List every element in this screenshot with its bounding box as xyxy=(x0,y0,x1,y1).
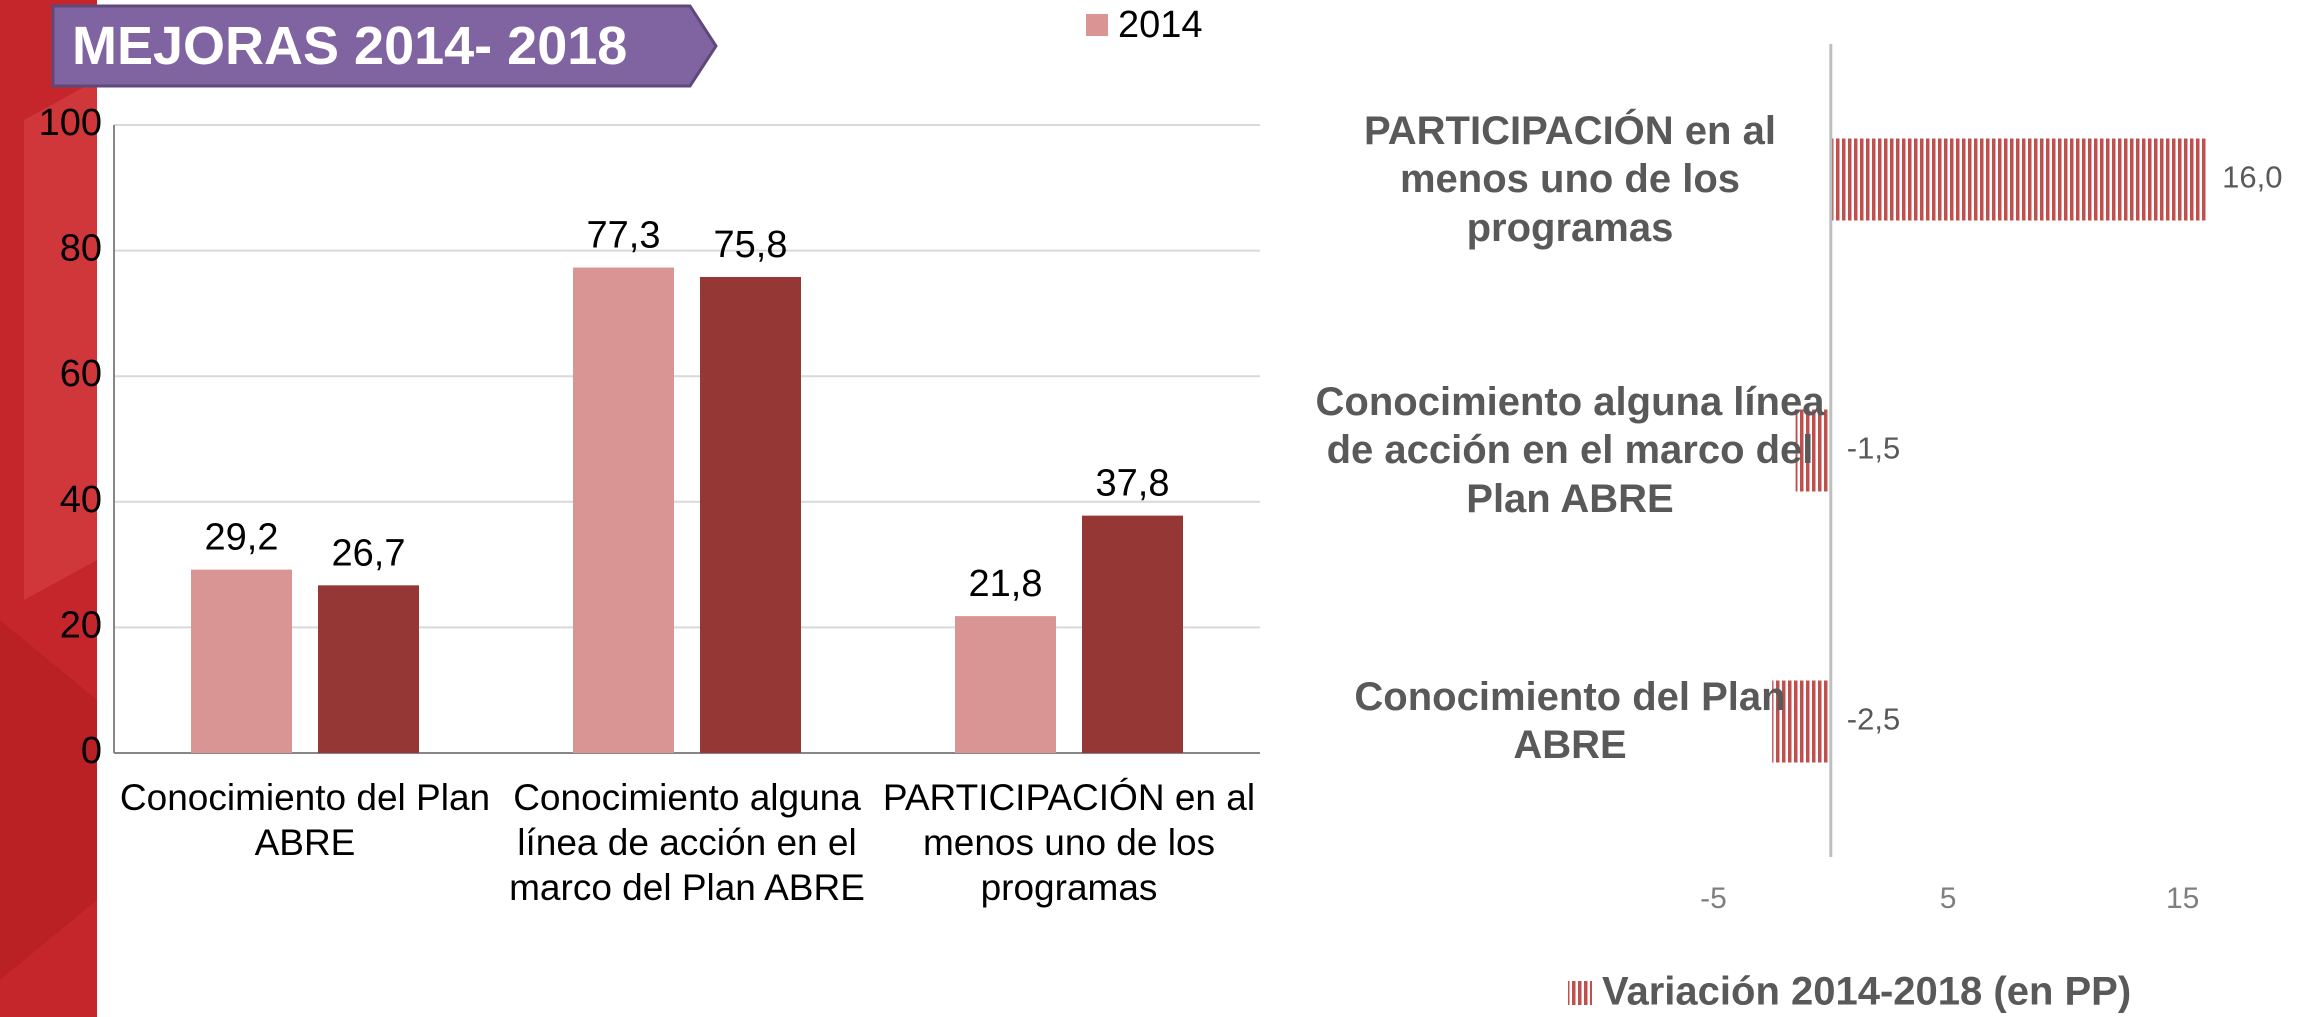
x-tick-label: Conocimiento del Plan ABRE xyxy=(119,777,491,864)
y-tick-label: 80 xyxy=(60,228,102,270)
strip-deco xyxy=(0,620,97,980)
y-tick-label: 100 xyxy=(39,102,102,144)
bar xyxy=(318,585,419,753)
y-tick-label: Conocimiento del Plan ABRE xyxy=(1354,674,1786,768)
value-label: 77,3 xyxy=(587,215,661,257)
value-label: 21,8 xyxy=(969,563,1043,605)
value-label: 26,7 xyxy=(332,532,406,574)
value-label: 75,8 xyxy=(714,224,788,266)
legend-swatch xyxy=(1086,14,1108,36)
bar xyxy=(1795,409,1831,492)
title-banner xyxy=(51,4,718,88)
bar xyxy=(1830,138,2207,221)
y-tick-label: 0 xyxy=(81,730,102,772)
value-label: -1,5 xyxy=(1847,431,1900,466)
y-tick-label: PARTICIPACIÓN en al menos uno de los pro… xyxy=(1364,108,1776,250)
value-label: 37,8 xyxy=(1096,463,1170,505)
value-label: 16,0 xyxy=(2222,160,2282,195)
y-tick-label: 60 xyxy=(60,353,102,395)
value-label: -2,5 xyxy=(1847,702,1900,737)
x-tick-label: PARTICIPACIÓN en al menos uno de los pro… xyxy=(882,777,1256,909)
legend-label: Variación 2014-2018 (en PP) xyxy=(1602,970,2131,1014)
x-tick-label: 5 xyxy=(1940,882,1957,915)
bar xyxy=(955,616,1056,753)
x-tick-label: 15 xyxy=(2166,882,2199,915)
y-tick-label: 40 xyxy=(60,479,102,521)
legend-swatch xyxy=(1568,981,1592,1005)
bar xyxy=(191,569,292,753)
y-tick-label: 20 xyxy=(60,604,102,646)
y-tick-label: Conocimiento alguna línea de acción en e… xyxy=(1315,379,1825,521)
x-tick-label: -5 xyxy=(1700,882,1727,915)
x-tick-label: Conocimiento alguna línea de acción en e… xyxy=(509,777,865,909)
bar xyxy=(1082,515,1183,753)
bar xyxy=(1772,680,1831,763)
slide-title: MEJORAS 2014- 2018 xyxy=(72,16,628,76)
legend-label: 2014 xyxy=(1118,4,1203,46)
value-label: 29,2 xyxy=(205,517,279,559)
bar xyxy=(573,267,674,753)
strip-deco xyxy=(24,80,97,600)
bar xyxy=(700,276,801,753)
